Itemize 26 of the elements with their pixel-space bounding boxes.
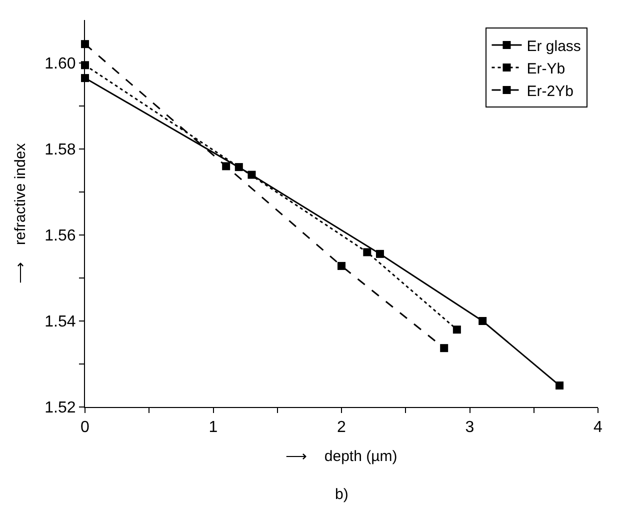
text: b): [335, 486, 348, 503]
x-tick-label: 4: [594, 419, 603, 436]
y-tick-label: 1.58: [44, 142, 76, 159]
point: [440, 344, 448, 352]
y-tick-label: 1.54: [44, 314, 76, 331]
y-axis-title: ⟶ refractive index: [12, 142, 29, 284]
point: [248, 170, 256, 179]
x-tick-label: 1: [208, 419, 218, 436]
x-tick-label: 2: [337, 419, 346, 436]
point: [376, 250, 384, 258]
legend-label: Er glass: [526, 38, 581, 55]
x-tick-label: 0: [80, 419, 90, 436]
point: [556, 382, 564, 390]
point: [478, 317, 487, 325]
y-tick-label: 1.56: [44, 228, 76, 245]
point: [222, 162, 230, 170]
legend-label: Er-Yb: [526, 60, 566, 78]
legend-label: Er-2Yb: [526, 82, 574, 100]
y-tick-label: 1.60: [44, 56, 76, 73]
point: [363, 248, 372, 256]
x-tick-label: 3: [465, 419, 474, 436]
point: [452, 326, 461, 334]
x-axis-title: ⟶ depth (µm): [286, 448, 398, 466]
point: [338, 262, 346, 270]
point: [234, 163, 243, 172]
y-tick-label: 1.52: [44, 400, 76, 417]
